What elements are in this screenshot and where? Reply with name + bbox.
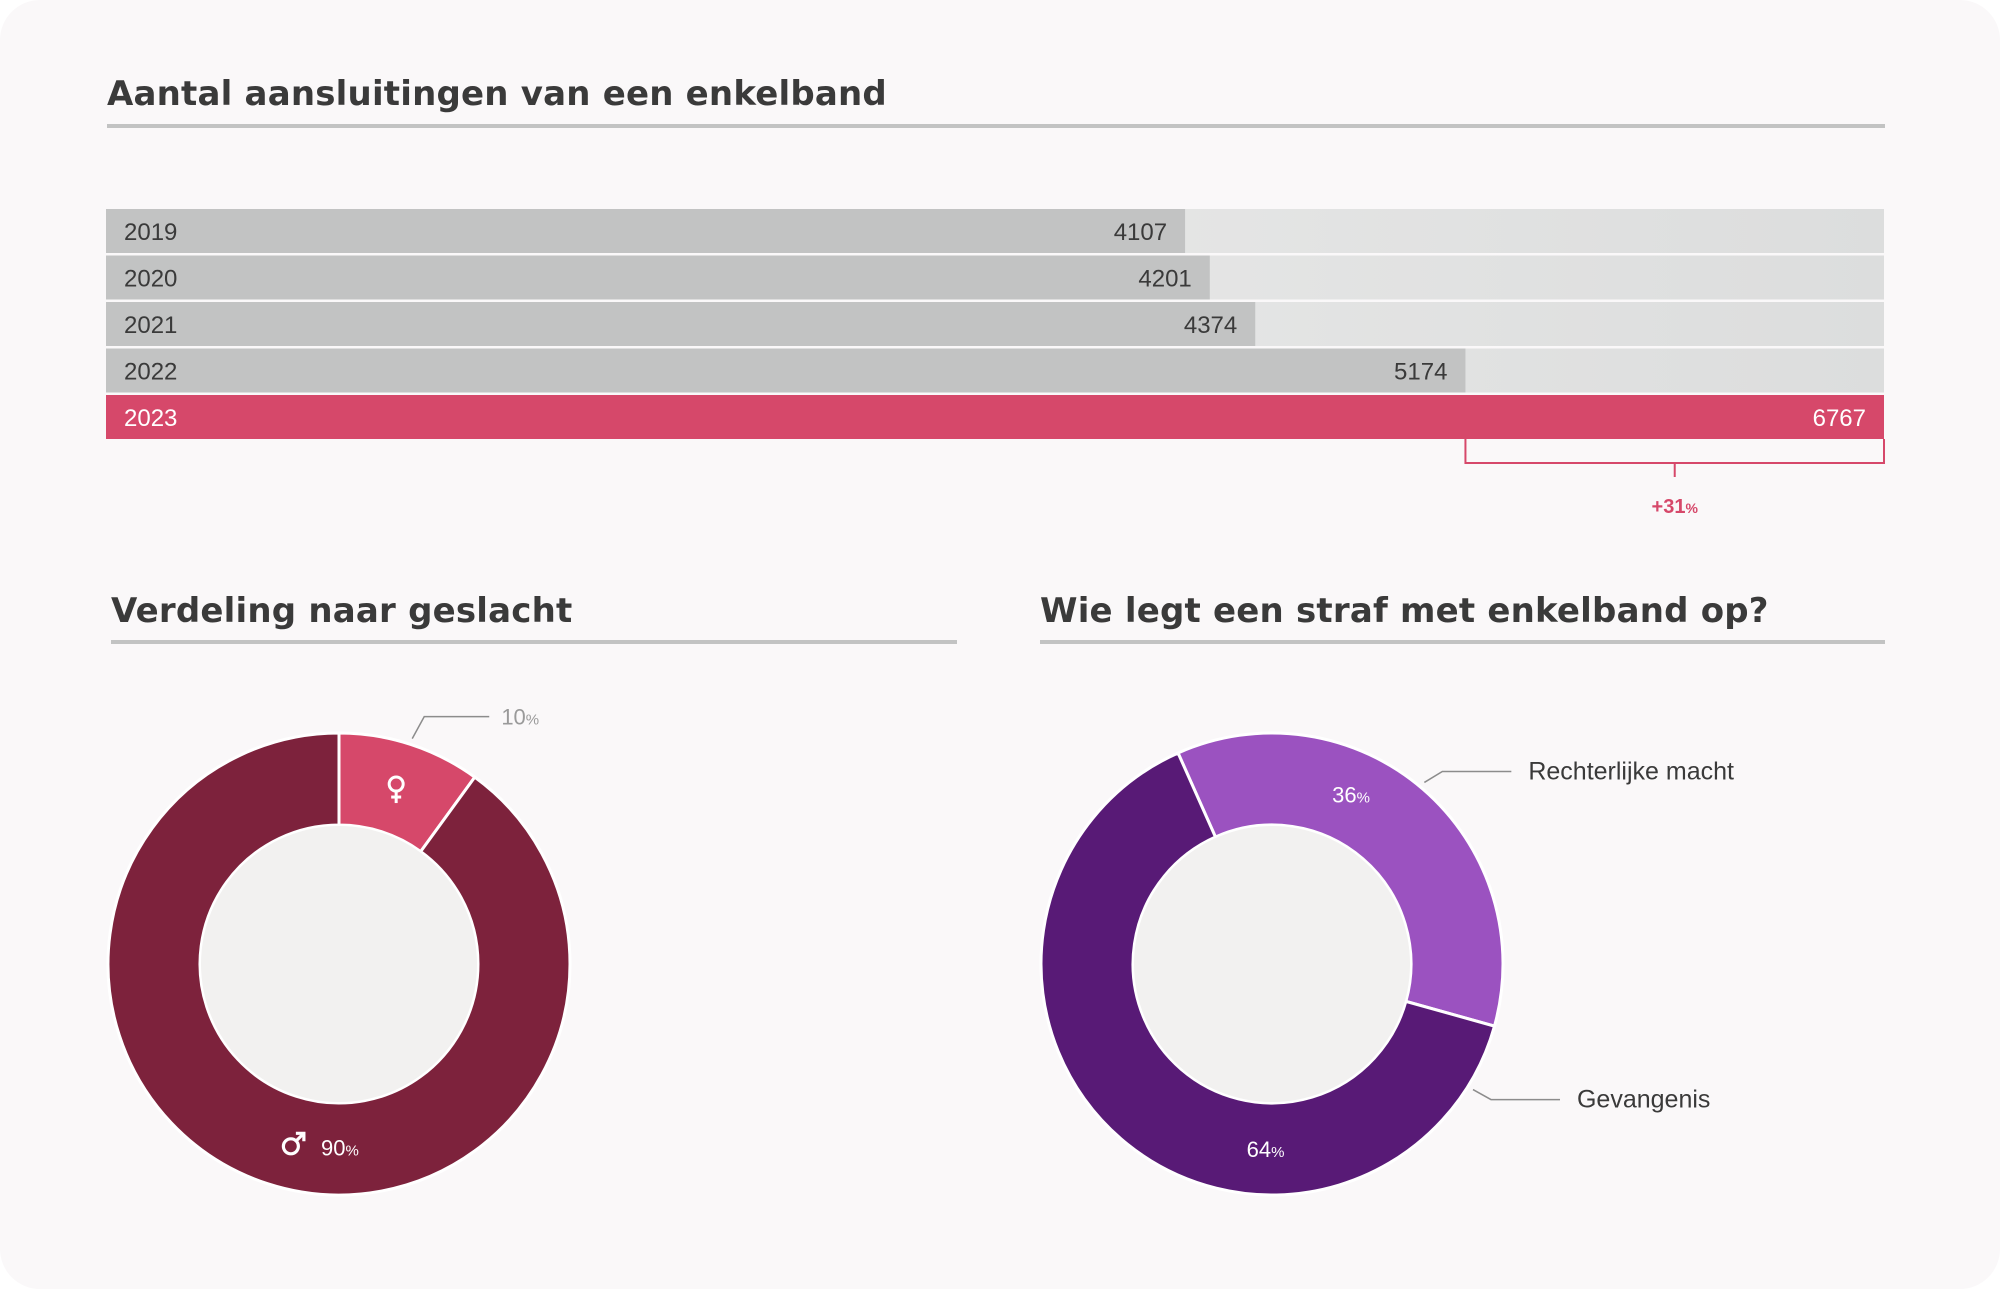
growth-bracket [1464, 439, 1885, 464]
female-percent-label: 10% [501, 705, 539, 730]
male-percent-label: 90% [321, 1135, 359, 1160]
bar-chart-title-rule [107, 124, 1885, 128]
slice-value: 90 [321, 1135, 345, 1160]
judicial-percent-label: 36% [1332, 783, 1370, 808]
slice-percent-sign: % [1357, 790, 1370, 807]
bar-category-label: 2022 [124, 359, 177, 386]
judicial-leader-line [1423, 770, 1512, 784]
male-slice [106, 731, 572, 1197]
male-icon-ring [281, 1137, 300, 1156]
authority-chart-title-rule [1040, 640, 1885, 644]
gender-donut-chart: 10%90% [106, 705, 572, 1197]
slice-percent-sign: % [345, 1142, 358, 1159]
judicial-legend-label: Rechterlijke macht [1528, 757, 1734, 785]
bar-value-label: 4201 [1138, 266, 1191, 293]
bar [106, 395, 1884, 439]
male-icon-shaft [295, 1133, 305, 1142]
growth-value: +31 [1652, 496, 1686, 518]
bar-category-label: 2020 [124, 266, 177, 293]
prison-leader-line [1472, 1088, 1560, 1101]
bar [106, 255, 1210, 300]
female-icon [387, 775, 405, 804]
donut-hole [1134, 826, 1410, 1102]
bar [106, 209, 1186, 253]
prison-slice [1039, 750, 1497, 1197]
bar-value-label: 4107 [1114, 219, 1167, 246]
male-icon-arrow [295, 1131, 306, 1142]
male-icon [281, 1131, 306, 1156]
slice-percent-sign: % [1271, 1144, 1284, 1161]
bar-value-label: 5174 [1394, 359, 1447, 386]
prison-legend-label: Gevangenis [1577, 1086, 1710, 1114]
growth-unit: % [1685, 500, 1698, 516]
bar-value-label: 4374 [1184, 312, 1237, 339]
bar-category-label: 2023 [124, 405, 177, 432]
judicial-slice [1176, 731, 1505, 1028]
gender-chart-title-rule [111, 640, 957, 644]
bar-chart-title: Aantal aansluitingen van een enkelband [107, 74, 887, 114]
slice-percent-sign: % [526, 712, 539, 729]
gender-chart-title: Verdeling naar geslacht [111, 591, 573, 631]
bar-category-label: 2021 [124, 312, 177, 339]
slice-value: 10 [501, 705, 525, 730]
slice-value: 64 [1247, 1137, 1271, 1162]
prison-percent-label: 64% [1247, 1137, 1285, 1162]
bar [106, 348, 1466, 393]
bar-chart: 2019 4107 2020 4201 2021 4374 2022 5174 2023 6767… [106, 209, 1885, 518]
donut-hole [201, 826, 477, 1102]
bar-value-label: 6767 [1813, 405, 1866, 432]
bar [106, 302, 1256, 346]
growth-label: +31% [1652, 496, 1699, 518]
authority-chart-title: Wie legt een straf met enkelband op? [1040, 591, 1769, 631]
slice-value: 36 [1332, 783, 1356, 808]
female-leader-line [411, 715, 490, 739]
bar-category-label: 2019 [124, 219, 177, 246]
